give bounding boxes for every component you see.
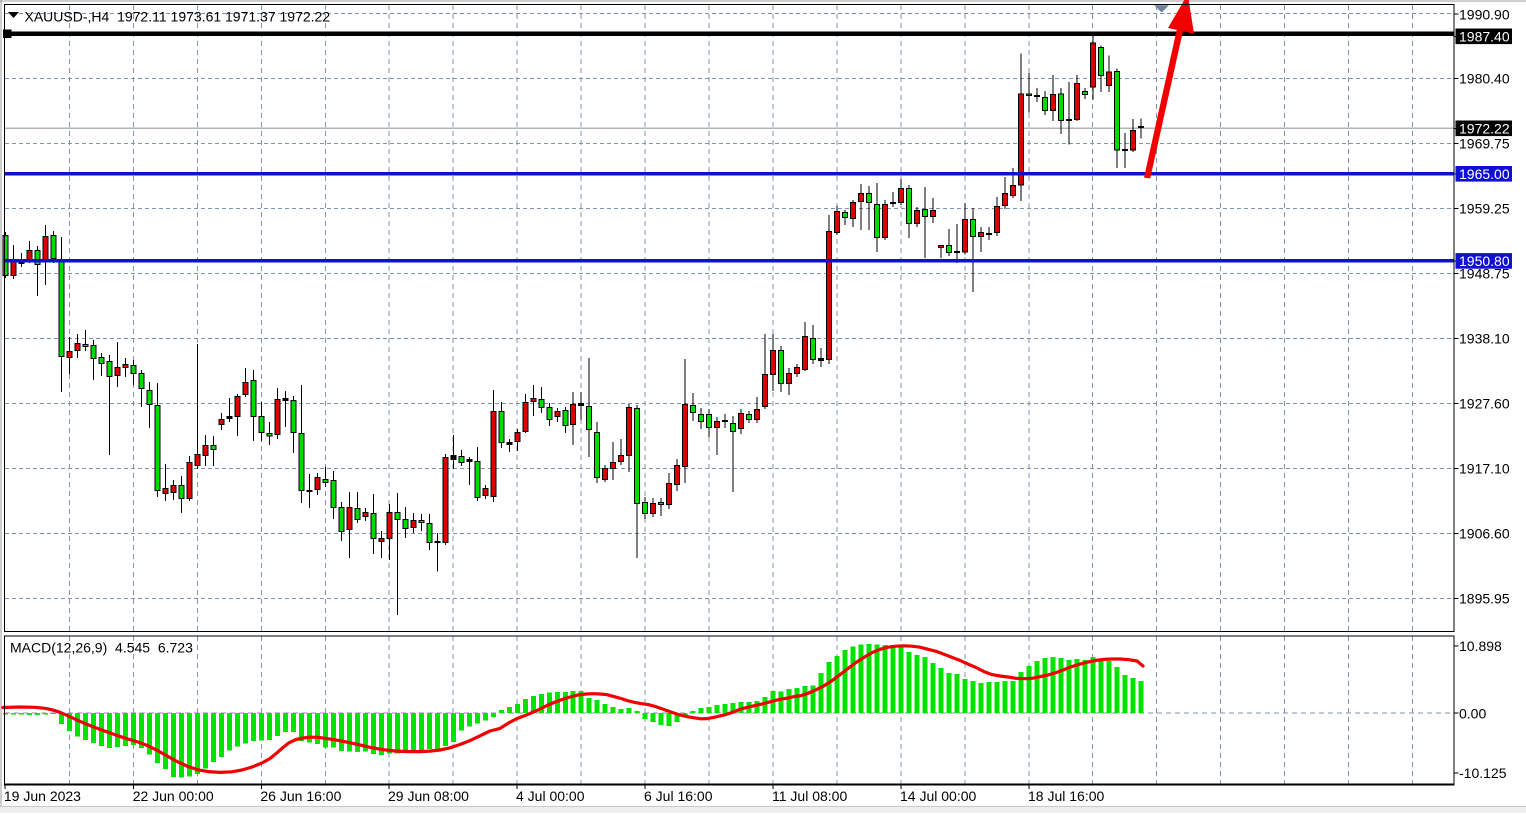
svg-text:4 Jul 00:00: 4 Jul 00:00 [516, 788, 585, 804]
svg-text:1948.75: 1948.75 [1459, 266, 1510, 282]
svg-text:1959.25: 1959.25 [1459, 201, 1510, 217]
svg-text:6 Jul 16:00: 6 Jul 16:00 [644, 788, 713, 804]
svg-text:11 Jul 08:00: 11 Jul 08:00 [772, 788, 847, 804]
svg-text:-10.125: -10.125 [1459, 765, 1507, 781]
svg-text:MACD(12,26,9) 4.545 6.723: MACD(12,26,9) 4.545 6.723 [10, 640, 193, 656]
svg-text:1965.00: 1965.00 [1459, 166, 1510, 182]
svg-text:1950.80: 1950.80 [1459, 253, 1510, 269]
svg-text:XAUUSD-,H4 1972.11 1973.61 19: XAUUSD-,H4 1972.11 1973.61 1971.37 1972.… [25, 8, 331, 24]
svg-text:1969.75: 1969.75 [1459, 136, 1510, 152]
svg-text:1980.40: 1980.40 [1459, 71, 1510, 87]
svg-text:22 Jun 00:00: 22 Jun 00:00 [133, 788, 214, 804]
svg-text:1938.10: 1938.10 [1459, 331, 1510, 347]
svg-text:1987.40: 1987.40 [1459, 28, 1510, 44]
svg-text:1917.10: 1917.10 [1459, 461, 1510, 477]
svg-text:1990.90: 1990.90 [1459, 6, 1510, 22]
svg-text:0.00: 0.00 [1459, 705, 1486, 721]
svg-text:1927.60: 1927.60 [1459, 396, 1510, 412]
svg-text:14 Jul 00:00: 14 Jul 00:00 [900, 788, 976, 804]
svg-text:18 Jul 16:00: 18 Jul 16:00 [1028, 788, 1104, 804]
svg-text:1895.95: 1895.95 [1459, 591, 1510, 607]
svg-text:1972.22: 1972.22 [1459, 120, 1510, 136]
svg-text:29 Jun 08:00: 29 Jun 08:00 [388, 788, 469, 804]
svg-text:26 Jun 16:00: 26 Jun 16:00 [260, 788, 341, 804]
svg-text:10.898: 10.898 [1459, 638, 1502, 654]
svg-text:19 Jun 2023: 19 Jun 2023 [4, 788, 81, 804]
svg-text:1906.60: 1906.60 [1459, 526, 1510, 542]
